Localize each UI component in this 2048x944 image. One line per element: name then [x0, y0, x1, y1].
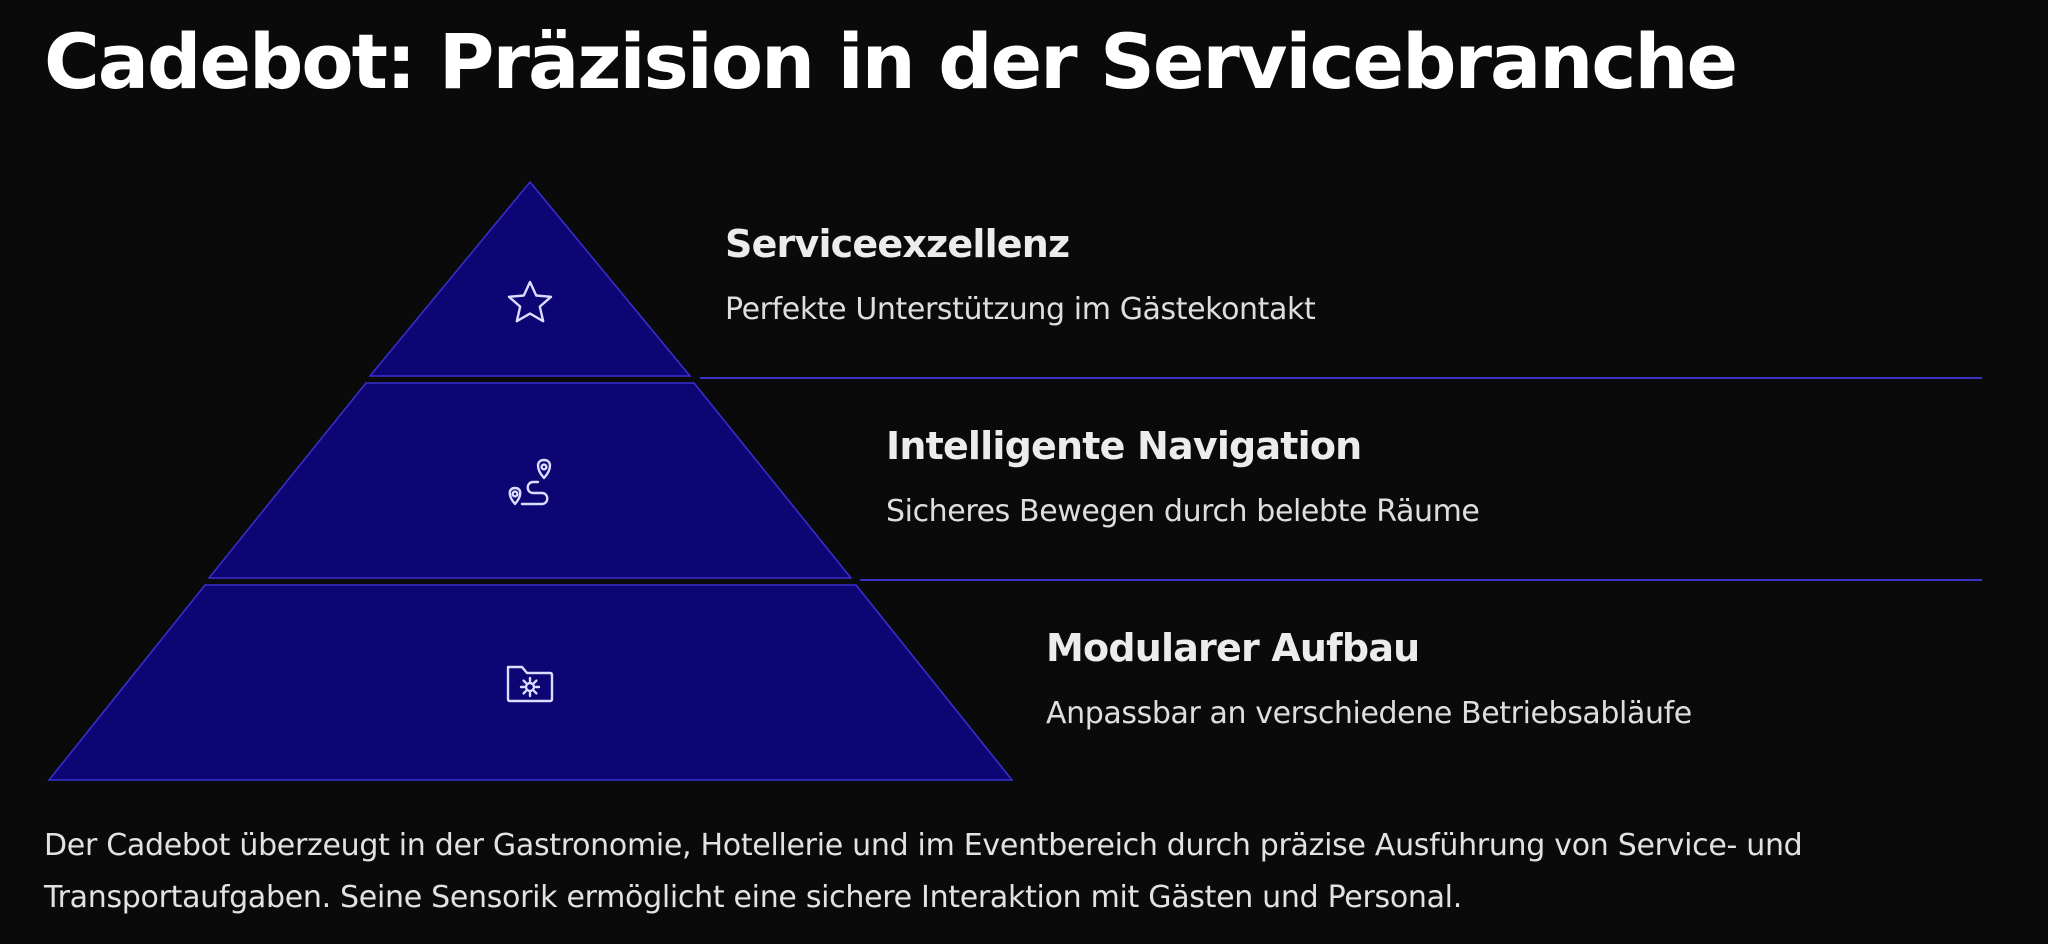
summary-paragraph: Der Cadebot überzeugt in der Gastronomie…	[44, 828, 1803, 915]
folder-cog-icon	[506, 665, 554, 703]
tier-text-1: Serviceexzellenz Perfekte Unterstützung …	[725, 220, 1316, 330]
pyramid-tier-middle	[207, 382, 853, 579]
tier-heading: Intelligente Navigation	[886, 424, 1362, 468]
pyramid-tier-top	[368, 180, 692, 377]
pyramid-diagram	[47, 180, 1982, 781]
route-icon	[508, 458, 552, 506]
tier-text-3: Modularer Aufbau Anpassbar an verschiede…	[1046, 624, 1692, 734]
tier-description: Anpassbar an verschiedene Betriebsabläuf…	[1046, 696, 1692, 731]
tier-heading: Modularer Aufbau	[1046, 626, 1420, 670]
star-icon	[507, 280, 553, 323]
tier-description: Perfekte Unterstützung im Gästekontakt	[725, 292, 1316, 327]
tier-text-2: Intelligente Navigation Sicheres Bewegen…	[886, 422, 1480, 532]
page-title: Cadebot: Präzision in der Servicebranche	[44, 17, 1738, 106]
tier-heading: Serviceexzellenz	[725, 222, 1070, 266]
tier-description: Sicheres Bewegen durch belebte Räume	[886, 494, 1480, 529]
